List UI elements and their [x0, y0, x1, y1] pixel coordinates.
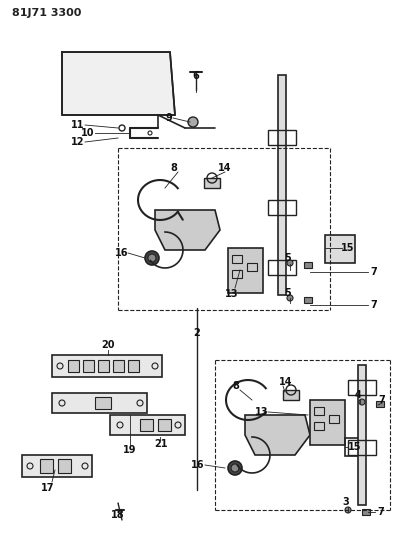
Text: 3: 3: [343, 497, 349, 507]
Bar: [140, 419, 153, 431]
Text: 7: 7: [371, 300, 377, 310]
Bar: [358, 365, 366, 505]
Text: 5: 5: [285, 253, 291, 263]
Bar: [110, 415, 185, 435]
Bar: [58, 459, 71, 473]
Text: 5: 5: [285, 288, 291, 298]
Bar: [268, 260, 296, 275]
Text: 81J71 3300: 81J71 3300: [12, 8, 81, 18]
Text: 11: 11: [71, 120, 85, 130]
Circle shape: [228, 461, 242, 475]
Circle shape: [148, 254, 156, 262]
Circle shape: [345, 507, 351, 513]
Circle shape: [287, 295, 293, 301]
Text: 16: 16: [191, 460, 205, 470]
Bar: [228, 248, 263, 293]
Bar: [348, 440, 376, 455]
Bar: [83, 360, 94, 372]
Bar: [22, 455, 92, 477]
Polygon shape: [62, 52, 175, 115]
Bar: [113, 360, 124, 372]
Circle shape: [359, 399, 365, 405]
Bar: [98, 360, 109, 372]
Bar: [314, 422, 324, 430]
Text: 15: 15: [348, 442, 362, 452]
Bar: [232, 255, 242, 263]
Bar: [52, 393, 147, 413]
Text: 14: 14: [279, 377, 293, 387]
Bar: [128, 360, 139, 372]
Circle shape: [287, 260, 293, 266]
Text: 10: 10: [81, 128, 95, 138]
Bar: [325, 235, 355, 263]
Text: 7: 7: [378, 507, 384, 517]
Bar: [278, 75, 286, 295]
Text: 4: 4: [355, 390, 361, 400]
Text: 18: 18: [111, 510, 125, 520]
Text: 14: 14: [218, 163, 232, 173]
Polygon shape: [155, 210, 220, 250]
Bar: [52, 355, 162, 377]
Bar: [310, 400, 345, 445]
Text: 21: 21: [154, 439, 168, 449]
Bar: [40, 459, 53, 473]
Bar: [304, 262, 312, 268]
Text: 17: 17: [41, 483, 55, 493]
Text: 7: 7: [371, 267, 377, 277]
Bar: [247, 263, 257, 271]
Bar: [314, 407, 324, 415]
Text: 19: 19: [123, 445, 137, 455]
Circle shape: [231, 464, 239, 472]
Bar: [204, 178, 220, 188]
Bar: [158, 419, 171, 431]
Text: 9: 9: [166, 113, 172, 123]
Text: 15: 15: [341, 243, 355, 253]
Text: 20: 20: [101, 340, 115, 350]
Bar: [304, 297, 312, 303]
Text: 6: 6: [193, 71, 199, 81]
Text: 12: 12: [71, 137, 85, 147]
Text: 8: 8: [232, 381, 240, 391]
Polygon shape: [245, 415, 310, 455]
Bar: [348, 380, 376, 395]
Bar: [268, 200, 296, 215]
Bar: [362, 509, 370, 515]
Bar: [376, 401, 384, 407]
Bar: [95, 397, 111, 409]
Text: 7: 7: [378, 395, 385, 405]
Circle shape: [145, 251, 159, 265]
Text: 8: 8: [171, 163, 178, 173]
Bar: [268, 130, 296, 145]
Text: 16: 16: [115, 248, 129, 258]
Text: 2: 2: [193, 328, 200, 338]
Circle shape: [188, 117, 198, 127]
Text: 13: 13: [255, 407, 269, 417]
Bar: [232, 270, 242, 278]
Bar: [283, 390, 299, 400]
Bar: [345, 438, 365, 456]
Bar: [68, 360, 79, 372]
Bar: [329, 415, 339, 423]
Text: 13: 13: [225, 289, 239, 299]
